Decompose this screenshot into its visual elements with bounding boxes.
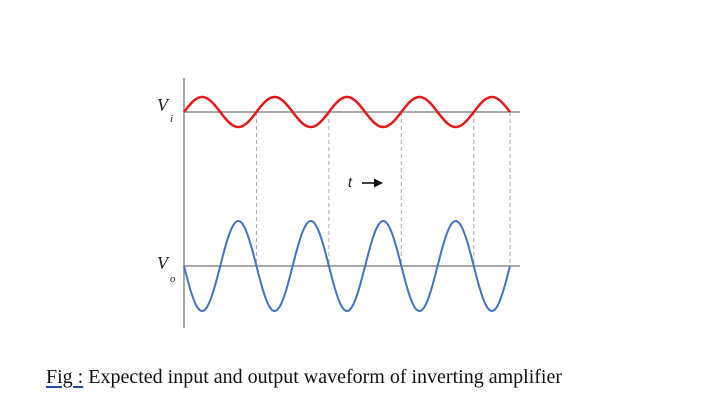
- output-voltage-label: V: [157, 253, 170, 273]
- time-arrow-icon: [362, 178, 383, 188]
- input-waveform: [183, 95, 511, 129]
- output-waveform: [183, 220, 511, 312]
- input-voltage-subscript: i: [170, 113, 173, 125]
- dashed-guide-lines: [255, 112, 511, 266]
- figure-caption: Fig : Expected input and output waveform…: [46, 366, 562, 389]
- time-label: t: [348, 174, 353, 190]
- input-voltage-label: V: [157, 95, 170, 115]
- caption-text: Expected input and output waveform of in…: [83, 366, 562, 388]
- caption-prefix: Fig :: [46, 366, 84, 388]
- output-voltage-subscript: o: [170, 273, 176, 285]
